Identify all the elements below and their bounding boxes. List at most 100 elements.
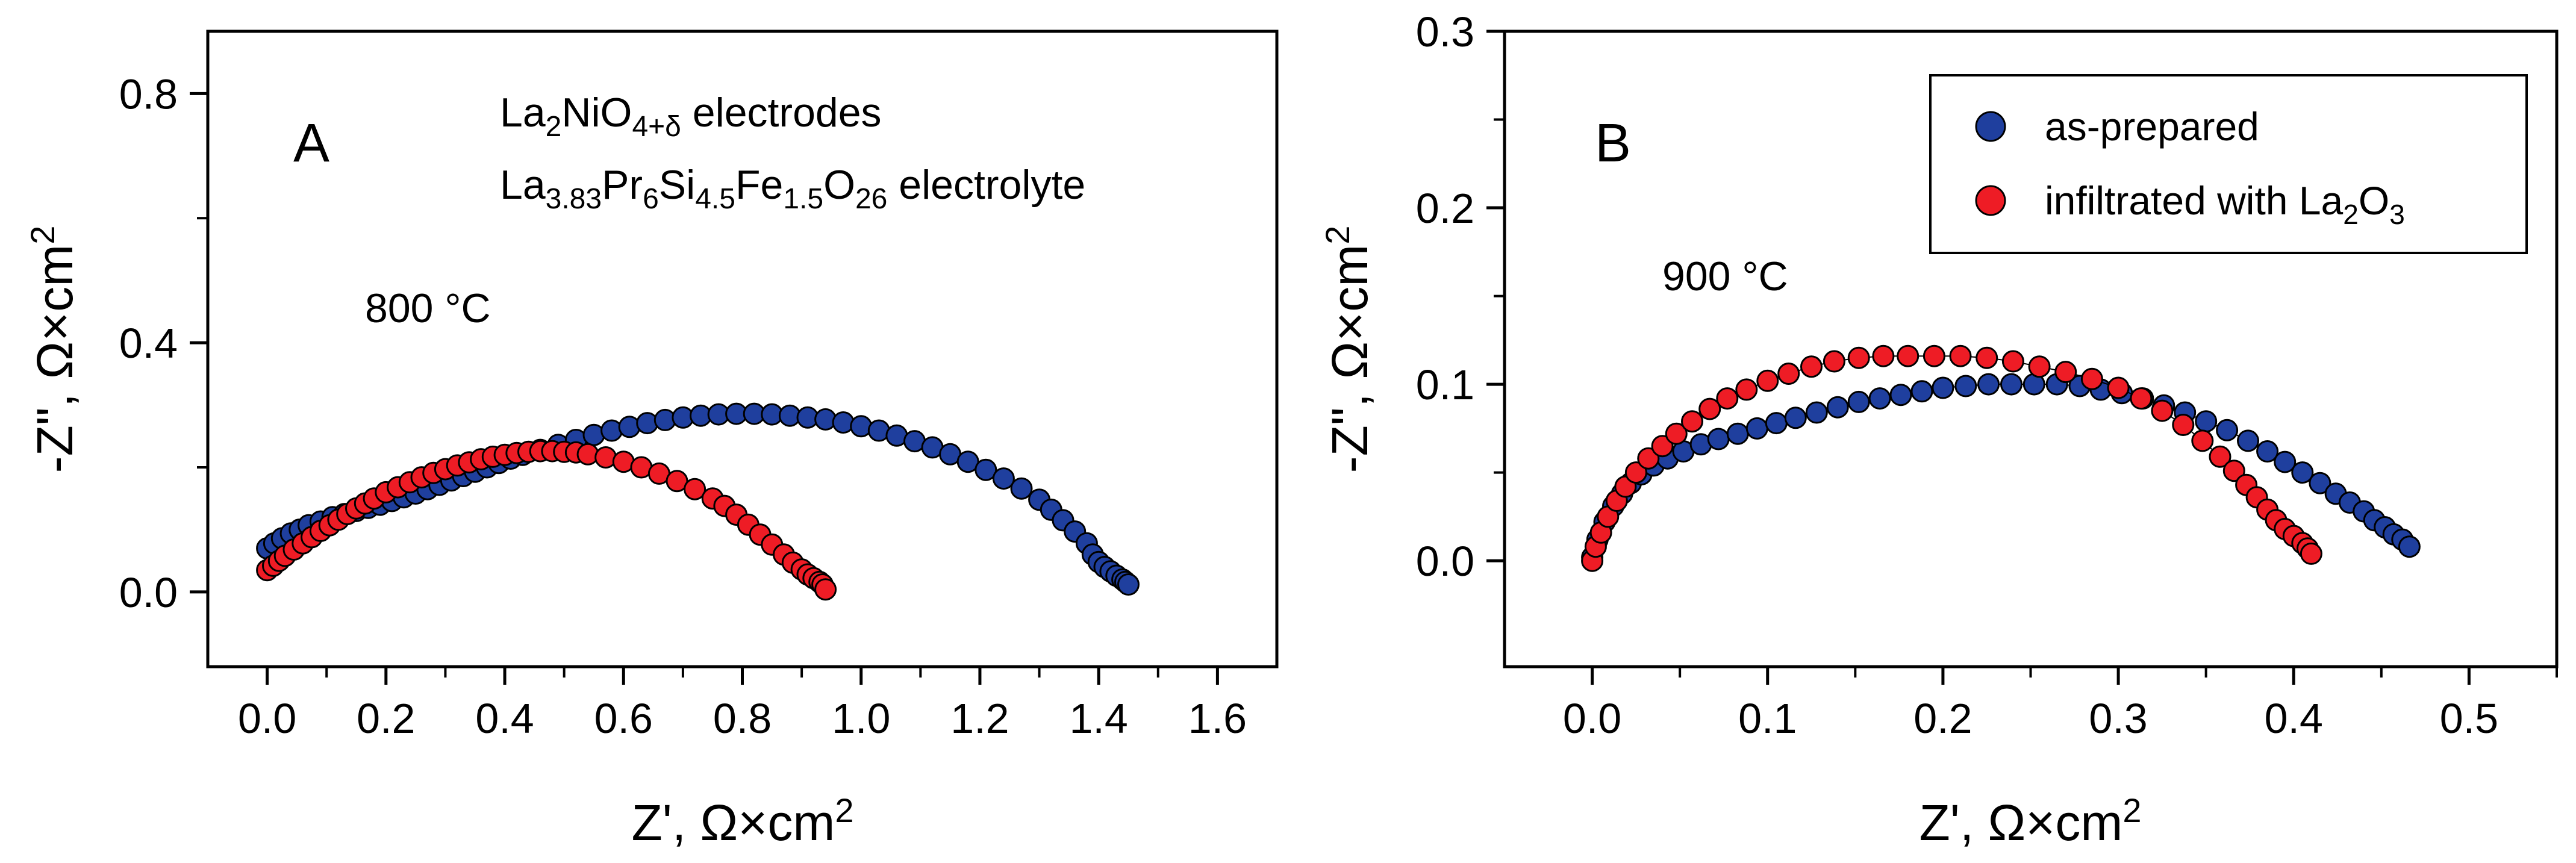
data-point [1651, 435, 1674, 458]
panel-a-electrolyte-label: La3.83Pr6Si4.5Fe1.5O26 electrolyte [500, 162, 1085, 215]
y-tick-label: 0.1 [1416, 361, 1474, 408]
data-point [1954, 375, 1977, 397]
data-point [1681, 410, 1703, 433]
x-tick-label: 0.2 [1913, 695, 1972, 742]
data-point [2151, 399, 2174, 422]
data-point [1868, 387, 1891, 410]
x-tick-label: 1.2 [950, 695, 1009, 742]
data-point [1637, 447, 1660, 470]
data-point [1847, 346, 1870, 369]
data-point [1698, 397, 1721, 420]
data-point [1872, 344, 1895, 367]
data-point [1889, 384, 1912, 407]
x-tick-label: 0.0 [238, 695, 296, 742]
data-point [1910, 380, 1933, 403]
data-point [1932, 376, 1954, 399]
y-tick-label: 0.2 [1416, 185, 1474, 232]
data-point [1977, 373, 2000, 396]
y-tick-label: 0.0 [1416, 538, 1474, 585]
data-point [975, 458, 997, 481]
legend-label-as-prepared: as-prepared [2045, 104, 2259, 149]
data-point [2107, 376, 2130, 399]
data-point [2191, 429, 2214, 452]
data-point [1923, 344, 1945, 367]
data-point [2237, 429, 2259, 452]
x-tick-label: 0.2 [357, 695, 415, 742]
y-tick-label: 0.0 [119, 569, 178, 616]
data-point [2256, 440, 2279, 463]
legend-marker-infiltrated [1975, 185, 2006, 216]
panel-a-electrode-label: La2NiO4+δ electrodes [500, 90, 882, 143]
legend-label-infiltrated: infiltrated with La2O3 [2045, 178, 2405, 230]
panel-a-x-axis-title: Z', Ω×cm2 [631, 791, 853, 851]
panel-a-nyquist-plot: 0.0 0.2 0.4 0.6 0.8 1.0 1.2 1.4 1.6 0.0 0.4 0.8 A L… [23, 30, 1279, 851]
data-point [1665, 422, 1688, 445]
data-point [1823, 350, 1845, 373]
x-tick-label: 0.8 [713, 695, 772, 742]
data-point [2216, 419, 2239, 441]
panel-a-series-infiltrated [256, 440, 837, 601]
x-tick-label: 0.5 [2440, 695, 2498, 742]
panel-a-y-axis-title: -Z", Ω×cm2 [23, 226, 83, 473]
x-tick-label: 0.3 [2089, 695, 2147, 742]
data-point [1765, 412, 1788, 435]
data-point [1735, 378, 1758, 401]
x-tick-label: 0.4 [475, 695, 534, 742]
data-point [1976, 346, 1998, 369]
data-point [618, 416, 641, 438]
data-point [1949, 344, 1972, 367]
x-tick-label: 1.0 [832, 695, 890, 742]
data-point [1805, 401, 1828, 424]
panel-a-letter: A [293, 113, 329, 173]
data-point [1897, 344, 1920, 367]
x-tick-label: 1.6 [1188, 695, 1247, 742]
y-tick-label: 0.3 [1416, 8, 1474, 55]
x-tick-label: 0.4 [2265, 695, 2323, 742]
x-tick-label: 0.6 [594, 695, 653, 742]
data-point [1784, 407, 1807, 429]
panel-a-axis-ticks: 0.0 0.2 0.4 0.6 0.8 1.0 1.2 1.4 1.6 0.0 0.4 0.8 [119, 70, 1247, 742]
data-point [1707, 428, 1730, 450]
data-point [2080, 367, 2103, 390]
data-point [2028, 355, 2051, 378]
panel-b-series-infiltrated [1581, 344, 2322, 572]
data-point [684, 478, 706, 500]
data-point [1726, 422, 1749, 445]
data-point [1826, 396, 1849, 419]
data-point [832, 411, 855, 434]
data-point [1745, 417, 1768, 440]
panel-b-axis-ticks: 0.0 0.1 0.2 0.3 0.4 0.5 0.0 0.1 0.2 0.3 [1416, 8, 2558, 742]
panel-b-temperature-label: 900 °C [1662, 254, 1788, 299]
data-point [2172, 414, 2195, 436]
y-tick-label: 0.8 [119, 70, 178, 117]
data-point [1010, 477, 1033, 500]
data-point [2274, 450, 2297, 473]
data-point [2300, 542, 2322, 565]
data-point [1800, 355, 1823, 378]
data-point [814, 578, 837, 601]
y-tick-label: 0.4 [119, 320, 178, 367]
data-point [2209, 445, 2231, 468]
data-point [2398, 535, 2421, 558]
data-point [2195, 410, 2218, 433]
data-point [2130, 387, 2153, 410]
panel-a-temperature-label: 800 °C [365, 285, 491, 331]
data-point [2309, 472, 2331, 494]
x-tick-label: 1.4 [1070, 695, 1128, 742]
panel-b-y-axis-title: -Z", Ω×cm2 [1318, 226, 1378, 473]
panel-b-letter: B [1595, 113, 1631, 173]
data-point [1117, 573, 1140, 596]
data-point [2000, 373, 2022, 396]
data-point [1716, 387, 1739, 410]
legend-marker-as-prepared [1975, 111, 2006, 142]
panel-b-legend: as-prepared infiltrated with La2O3 [1929, 74, 2528, 254]
panel-b-series-as-prepared [1581, 373, 2421, 569]
data-point [2291, 461, 2314, 484]
data-point [992, 467, 1015, 490]
panel-b-x-axis-title: Z', Ω×cm2 [1919, 791, 2141, 851]
data-point [1624, 461, 1647, 484]
data-point [1847, 390, 1870, 413]
data-point [1777, 363, 1800, 385]
panel-b-nyquist-plot: 0.0 0.1 0.2 0.3 0.4 0.50.00.10.20.3 B 900 °C … [1318, 8, 2559, 851]
